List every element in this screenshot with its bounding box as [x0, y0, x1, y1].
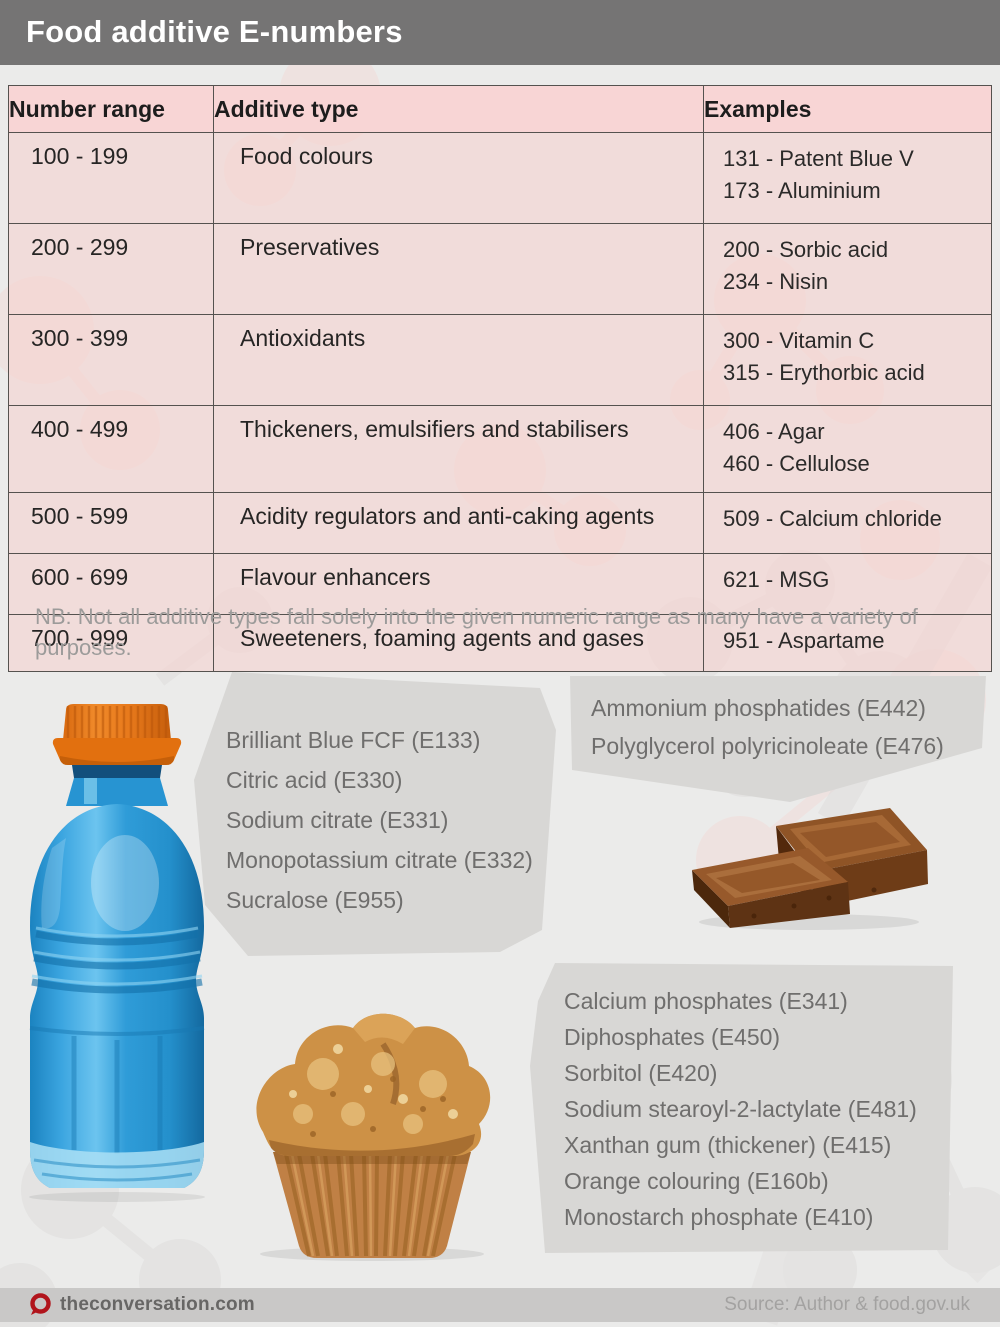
additive-item: Brilliant Blue FCF (E133) [226, 727, 481, 753]
table-row: 300 - 399 Antioxidants 300 - Vitamin C 3… [8, 314, 992, 406]
example-line: 315 - Erythorbic acid [723, 360, 925, 385]
number-range-cell: 300 - 399 [8, 314, 214, 406]
column-header-number-range: Number range [8, 85, 214, 133]
number-range-cell: 400 - 499 [8, 405, 214, 493]
table-header-row: Number range Additive type Examples [8, 85, 992, 133]
chocolate-pieces-image [692, 808, 928, 930]
number-range-cell: 500 - 599 [8, 492, 214, 554]
additive-type-cell: Antioxidants [213, 314, 704, 406]
additive-item: Monostarch phosphate (E410) [564, 1204, 874, 1230]
footer-source-text: Source: Author & food.gov.uk [724, 1294, 970, 1315]
example-line: 234 - Nisin [723, 269, 829, 294]
additive-item: Diphosphates (E450) [564, 1024, 781, 1050]
additive-item: Orange colouring (E160b) [564, 1168, 829, 1194]
examples-cell: 300 - Vitamin C 315 - Erythorbic acid [703, 314, 992, 406]
additive-item: Calcium phosphates (E341) [564, 988, 848, 1014]
column-header-additive-type: Additive type [213, 85, 704, 133]
example-line: 131 - Patent Blue V [723, 146, 914, 171]
muffin-image [256, 1013, 491, 1261]
page-title: Food additive E-numbers [26, 14, 403, 49]
additive-type-cell: Acidity regulators and anti-caking agent… [213, 492, 704, 554]
example-line: 300 - Vitamin C [723, 328, 875, 353]
additive-type-cell: Thickeners, emulsifiers and stabilisers [213, 405, 704, 493]
additive-item: Polyglycerol polyricinoleate (E476) [591, 733, 944, 759]
example-line: 200 - Sorbic acid [723, 237, 889, 262]
table-row: 600 - 699 Flavour enhancers 621 - MSG [8, 553, 992, 615]
footer-bar: theconversation.com Source: Author & foo… [0, 1288, 1000, 1322]
number-range-cell: 200 - 299 [8, 223, 214, 315]
additive-item: Ammonium phosphatides (E442) [591, 695, 926, 721]
sports-drink-bottle-image [29, 704, 205, 1202]
column-header-examples: Examples [703, 85, 992, 133]
example-line: 460 - Cellulose [723, 451, 870, 476]
examples-cell: 621 - MSG [703, 553, 992, 615]
table-row: 100 - 199 Food colours 131 - Patent Blue… [8, 132, 992, 224]
example-line: 509 - Calcium chloride [723, 506, 942, 531]
examples-cell: 951 - Aspartame [703, 614, 992, 672]
table-row: 200 - 299 Preservatives 200 - Sorbic aci… [8, 223, 992, 315]
footer-site-text: theconversation.com [60, 1294, 255, 1315]
additive-item: Sucralose (E955) [226, 887, 404, 913]
number-range-cell: 100 - 199 [8, 132, 214, 224]
footnote: NB: Not all additive types fall solely i… [35, 604, 918, 660]
additive-item: Sorbitol (E420) [564, 1060, 718, 1086]
examples-cell: 509 - Calcium chloride [703, 492, 992, 554]
example-line: 173 - Aluminium [723, 178, 881, 203]
table-row: 500 - 599 Acidity regulators and anti-ca… [8, 492, 992, 554]
table-row: 700 - 999 Sweeteners, foaming agents and… [8, 614, 992, 672]
number-range-cell: 700 - 999 [8, 614, 214, 672]
number-range-cell: 600 - 699 [8, 553, 214, 615]
examples-cell: 200 - Sorbic acid 234 - Nisin [703, 223, 992, 315]
callout-drink-additives: Brilliant Blue FCF (E133) Citric acid (E… [194, 672, 556, 956]
e-number-table: Number range Additive type Examples 100 … [8, 85, 992, 672]
additive-type-cell: Preservatives [213, 223, 704, 315]
additive-item: Sodium stearoyl-2-lactylate (E481) [564, 1096, 917, 1122]
additive-item: Citric acid (E330) [226, 767, 403, 793]
additive-item: Monopotassium citrate (E332) [226, 847, 533, 873]
example-line: 621 - MSG [723, 567, 830, 592]
the-conversation-logo-icon [30, 1293, 51, 1315]
example-line: 406 - Agar [723, 419, 825, 444]
additive-item: Sodium citrate (E331) [226, 807, 449, 833]
example-line: 951 - Aspartame [723, 628, 885, 653]
additive-item: Xanthan gum (thickener) (E415) [564, 1132, 892, 1158]
callout-muffin-additives: Calcium phosphates (E341) Diphosphates (… [530, 963, 953, 1253]
additive-type-cell: Food colours [213, 132, 704, 224]
additive-type-cell: Sweeteners, foaming agents and gases [213, 614, 704, 672]
title-bar: Food additive E-numbers [0, 0, 1000, 65]
table-row: 400 - 499 Thickeners, emulsifiers and st… [8, 405, 992, 493]
examples-cell: 131 - Patent Blue V 173 - Aluminium [703, 132, 992, 224]
examples-cell: 406 - Agar 460 - Cellulose [703, 405, 992, 493]
additive-type-cell: Flavour enhancers [213, 553, 704, 615]
